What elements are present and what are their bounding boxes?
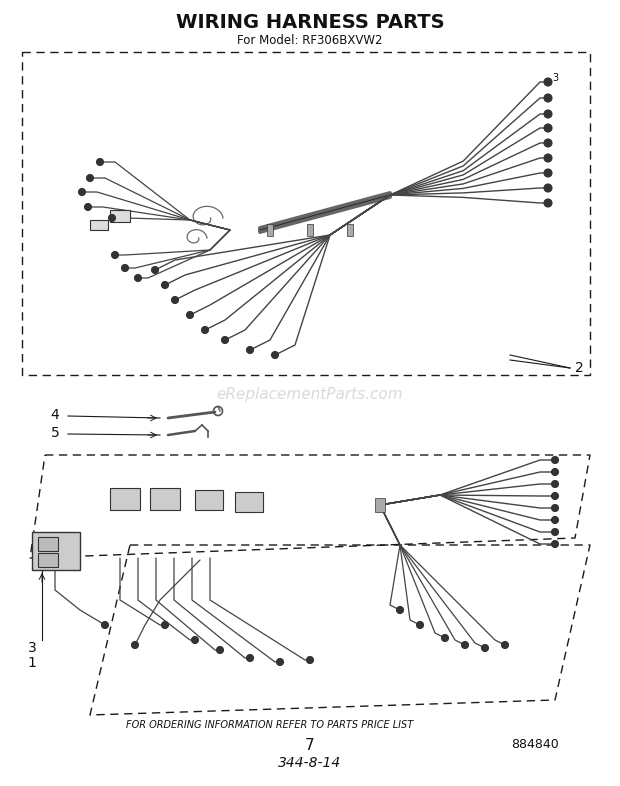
Circle shape <box>161 622 169 629</box>
Bar <box>110 488 140 510</box>
Circle shape <box>97 159 104 166</box>
Circle shape <box>122 265 128 271</box>
Circle shape <box>417 622 423 629</box>
Circle shape <box>277 659 283 666</box>
Circle shape <box>102 622 108 629</box>
Bar <box>375 498 385 512</box>
Bar <box>110 210 130 222</box>
Text: 3: 3 <box>28 641 37 655</box>
Circle shape <box>131 641 138 648</box>
Circle shape <box>544 184 552 192</box>
Text: 1: 1 <box>27 656 37 670</box>
Circle shape <box>482 645 489 652</box>
Circle shape <box>544 139 552 147</box>
Text: WIRING HARNESS PARTS: WIRING HARNESS PARTS <box>175 13 445 31</box>
Circle shape <box>272 351 278 358</box>
Circle shape <box>79 189 86 196</box>
Circle shape <box>552 493 559 499</box>
Bar <box>267 224 273 236</box>
Circle shape <box>502 641 508 648</box>
Circle shape <box>552 457 559 464</box>
Text: 5: 5 <box>51 426 60 440</box>
Circle shape <box>544 199 552 207</box>
Bar <box>32 532 80 570</box>
Bar <box>307 224 313 236</box>
Bar <box>235 492 263 512</box>
Text: 3: 3 <box>552 73 558 83</box>
Circle shape <box>544 154 552 162</box>
Circle shape <box>397 607 404 614</box>
Circle shape <box>247 655 254 662</box>
Bar <box>90 220 108 230</box>
Circle shape <box>544 94 552 102</box>
Circle shape <box>247 347 254 354</box>
Bar <box>347 224 353 236</box>
Circle shape <box>544 78 552 86</box>
Circle shape <box>187 311 193 318</box>
Circle shape <box>221 336 229 343</box>
Circle shape <box>552 468 559 476</box>
Circle shape <box>216 647 223 653</box>
Circle shape <box>552 541 559 548</box>
Circle shape <box>441 634 448 641</box>
Text: FOR ORDERING INFORMATION REFER TO PARTS PRICE LIST: FOR ORDERING INFORMATION REFER TO PARTS … <box>126 720 414 730</box>
Circle shape <box>552 528 559 535</box>
Circle shape <box>172 296 179 303</box>
Circle shape <box>552 505 559 512</box>
Circle shape <box>108 215 115 222</box>
Bar <box>195 490 223 510</box>
Text: eReplacementParts.com: eReplacementParts.com <box>216 387 404 402</box>
Circle shape <box>544 124 552 132</box>
Circle shape <box>544 110 552 118</box>
Circle shape <box>112 252 118 259</box>
Text: 4: 4 <box>51 408 60 422</box>
Text: 2: 2 <box>575 361 584 375</box>
Circle shape <box>202 326 208 333</box>
Bar <box>150 488 180 510</box>
Circle shape <box>306 656 314 663</box>
Bar <box>38 553 58 567</box>
Circle shape <box>552 516 559 523</box>
Circle shape <box>84 204 92 211</box>
Circle shape <box>161 281 169 288</box>
Text: 884840: 884840 <box>511 739 559 751</box>
Circle shape <box>461 641 469 648</box>
Text: 7: 7 <box>305 737 315 752</box>
Circle shape <box>544 169 552 177</box>
Text: For Model: RF306BXVW2: For Model: RF306BXVW2 <box>237 34 383 46</box>
Circle shape <box>151 266 159 274</box>
Circle shape <box>552 480 559 487</box>
Circle shape <box>87 174 94 182</box>
Text: 344-8-14: 344-8-14 <box>278 756 342 770</box>
Circle shape <box>192 637 198 644</box>
Circle shape <box>135 274 141 281</box>
Bar <box>22 52 590 375</box>
Bar <box>38 537 58 551</box>
